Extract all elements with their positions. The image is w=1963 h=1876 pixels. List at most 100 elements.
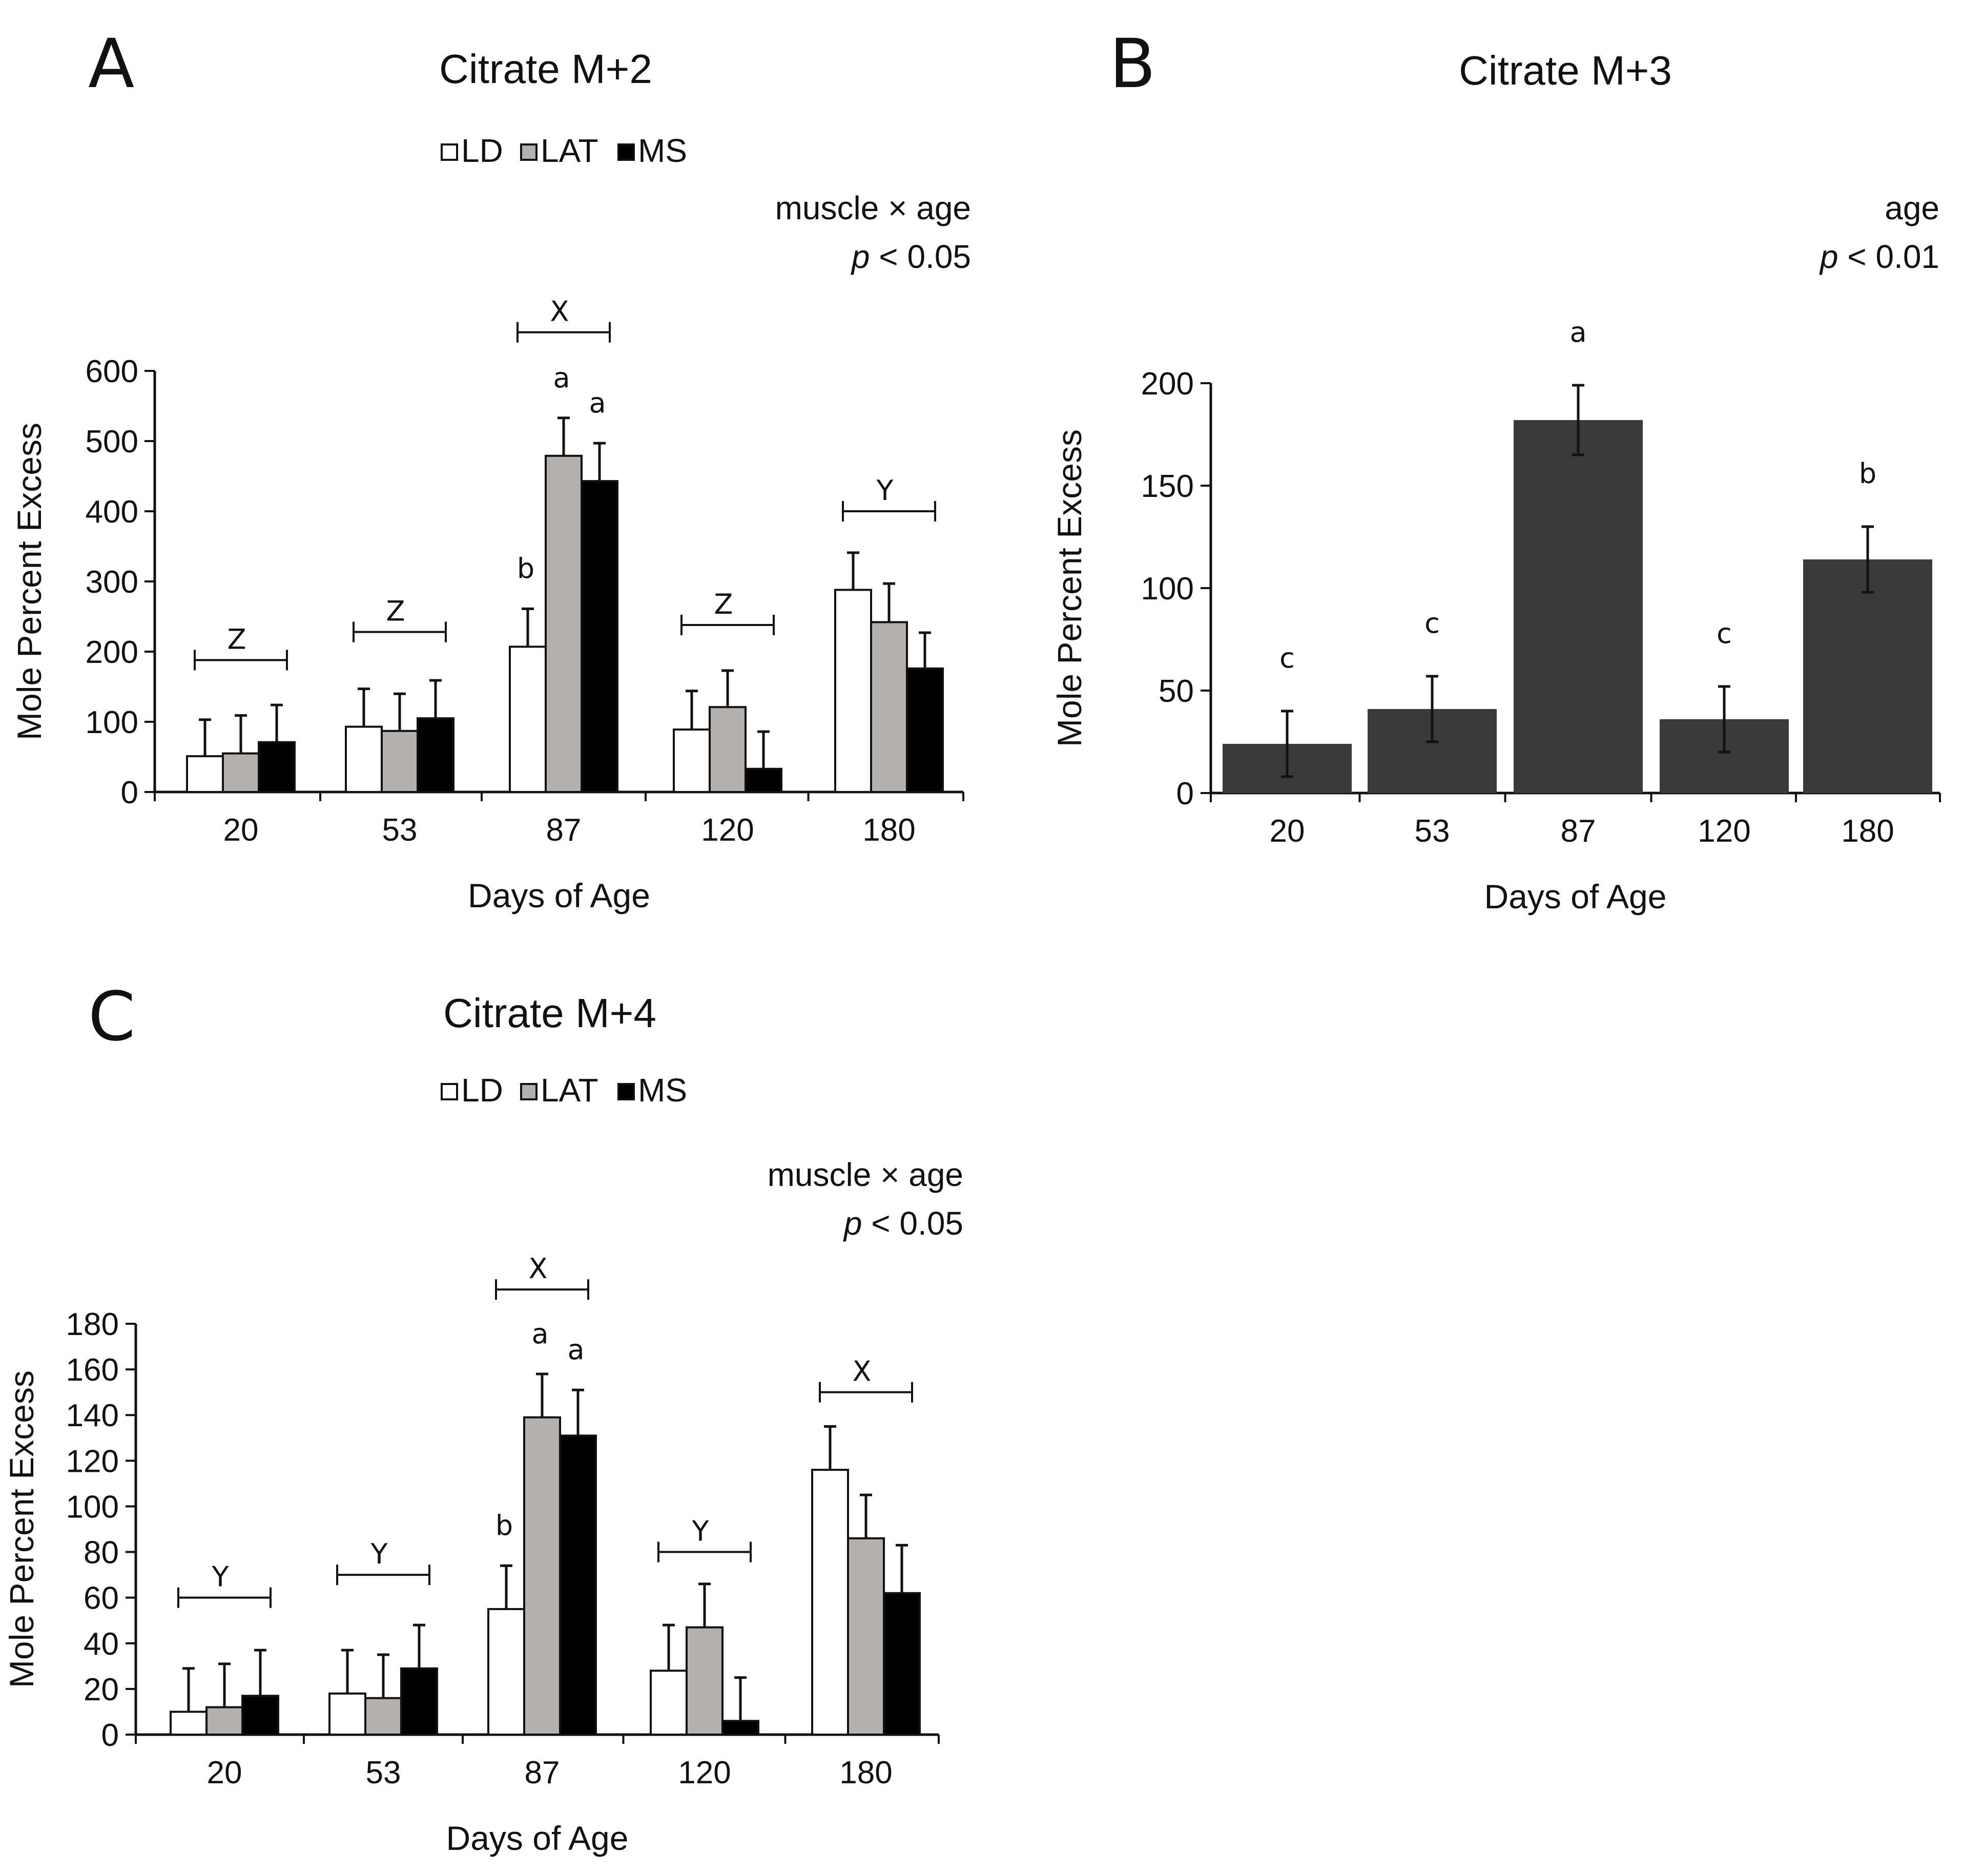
x-tick-label: 20 xyxy=(223,812,259,848)
y-tick-label: 160 xyxy=(66,1352,119,1388)
legend-swatch-lat xyxy=(520,143,538,161)
bar-ld-87 xyxy=(487,1608,525,1736)
y-tick-label: 50 xyxy=(1159,674,1194,709)
significance-letter: c xyxy=(1424,607,1440,639)
bar-ld-87 xyxy=(509,645,547,794)
panel-a: A Citrate M+2 LD LAT MS muscle × age p < 0.05 0… xyxy=(10,25,971,914)
y-tick-label: 20 xyxy=(84,1672,119,1707)
x-tick-label: 87 xyxy=(1561,814,1596,849)
significance-letter: a xyxy=(589,387,606,419)
significance-letter: a xyxy=(531,1318,548,1350)
chart-title-a: Citrate M+2 xyxy=(439,46,652,92)
stat-test-label: age xyxy=(1885,190,1939,226)
stat-test-label: muscle × age xyxy=(768,1156,963,1193)
x-tick-label: 120 xyxy=(701,812,754,848)
x-tick-label: 87 xyxy=(525,1755,560,1790)
chart-title-c: Citrate M+4 xyxy=(443,990,656,1036)
bar-ld-20 xyxy=(170,1711,208,1736)
x-tick-label: 180 xyxy=(1841,814,1894,849)
x-tick-label: 180 xyxy=(839,1755,892,1790)
significance-letter: b xyxy=(495,1509,513,1541)
panel-letter-a: A xyxy=(88,25,134,103)
stat-p-symbol: p xyxy=(843,1205,862,1242)
bar-ms-120 xyxy=(721,1720,759,1736)
x-tick-label: 120 xyxy=(1698,814,1750,849)
legend-swatch-lat xyxy=(520,1083,538,1100)
y-tick-label: 200 xyxy=(1141,366,1194,402)
bar-ms-20 xyxy=(241,1695,279,1736)
legend-label-ld: LD xyxy=(461,1072,503,1109)
bar-lat-87 xyxy=(523,1416,561,1736)
bar-ms-87 xyxy=(559,1434,597,1736)
x-tick-label: 53 xyxy=(382,812,418,848)
group-letter: X xyxy=(550,296,569,328)
bar-180 xyxy=(1803,559,1932,793)
legend-swatch-ms xyxy=(617,1083,635,1100)
bar-ms-180 xyxy=(906,667,944,793)
x-tick-label: 180 xyxy=(862,812,915,848)
group-letter: X xyxy=(853,1356,872,1388)
bar-ld-120 xyxy=(650,1670,688,1736)
group-letter: Z xyxy=(714,588,733,620)
legend-label-ms: MS xyxy=(638,132,687,169)
bar-ms-53 xyxy=(417,717,454,794)
x-tick-label: 53 xyxy=(366,1755,401,1790)
bar-ms-53 xyxy=(400,1667,438,1736)
significance-letter: b xyxy=(517,552,534,585)
legend-label-ms: MS xyxy=(638,1072,687,1109)
bar-lat-180 xyxy=(870,621,908,793)
bar-ms-120 xyxy=(745,767,782,794)
group-letter: Y xyxy=(212,1561,230,1593)
y-tick-label: 400 xyxy=(86,494,138,530)
group-letter: Y xyxy=(370,1538,388,1570)
x-axis-title: Days of Age xyxy=(1484,878,1667,915)
bar-lat-20 xyxy=(222,752,260,794)
legend-swatch-ld xyxy=(441,143,458,161)
stat-p-value: p < 0.05 xyxy=(851,238,971,275)
significance-letter: c xyxy=(1279,642,1295,674)
stat-p-symbol: p xyxy=(851,238,870,275)
y-tick-label: 180 xyxy=(66,1307,119,1342)
group-letter: X xyxy=(529,1253,548,1285)
significance-letter: a xyxy=(553,362,570,394)
legend-label-ld: LD xyxy=(461,132,503,169)
legend-label-lat: LAT xyxy=(541,132,598,169)
bar-ms-180 xyxy=(883,1592,921,1736)
y-axis-title: Mole Percent Excess xyxy=(1050,429,1088,747)
y-tick-label: 120 xyxy=(66,1444,119,1479)
x-axis-title: Days of Age xyxy=(468,877,650,914)
y-tick-label: 100 xyxy=(66,1489,119,1525)
y-tick-label: 150 xyxy=(1141,469,1194,504)
x-axis-title: Days of Age xyxy=(446,1819,629,1857)
y-tick-label: 300 xyxy=(86,565,138,600)
stat-p-value: p < 0.05 xyxy=(843,1205,963,1242)
bar-ld-180 xyxy=(811,1469,849,1736)
bar-ld-53 xyxy=(345,725,383,793)
bar-ld-180 xyxy=(834,589,872,793)
group-letter: Y xyxy=(692,1515,710,1548)
y-tick-label: 500 xyxy=(86,424,138,460)
bar-ld-53 xyxy=(328,1692,366,1736)
y-tick-label: 80 xyxy=(84,1535,119,1571)
y-tick-label: 0 xyxy=(101,1718,119,1753)
bar-87 xyxy=(1514,420,1643,793)
stat-p-threshold: < 0.05 xyxy=(862,1205,964,1242)
stat-p-threshold: < 0.05 xyxy=(870,238,972,275)
y-axis-title: Mole Percent Excess xyxy=(3,1370,40,1688)
bar-lat-20 xyxy=(205,1706,243,1736)
x-tick-label: 53 xyxy=(1415,814,1450,849)
bar-ld-20 xyxy=(186,755,224,794)
significance-letter: b xyxy=(1859,457,1876,490)
bar-ld-120 xyxy=(673,728,711,793)
bar-ms-87 xyxy=(581,480,618,793)
y-tick-label: 200 xyxy=(86,635,138,670)
significance-letter: a xyxy=(567,1333,584,1366)
x-tick-label: 20 xyxy=(207,1755,242,1790)
y-tick-label: 60 xyxy=(84,1581,119,1616)
legend-swatch-ms xyxy=(617,143,635,161)
stat-p-threshold: < 0.01 xyxy=(1838,238,1940,275)
x-tick-label: 87 xyxy=(546,812,582,848)
x-tick-label: 20 xyxy=(1270,814,1305,849)
stat-p-symbol: p xyxy=(1819,238,1838,275)
